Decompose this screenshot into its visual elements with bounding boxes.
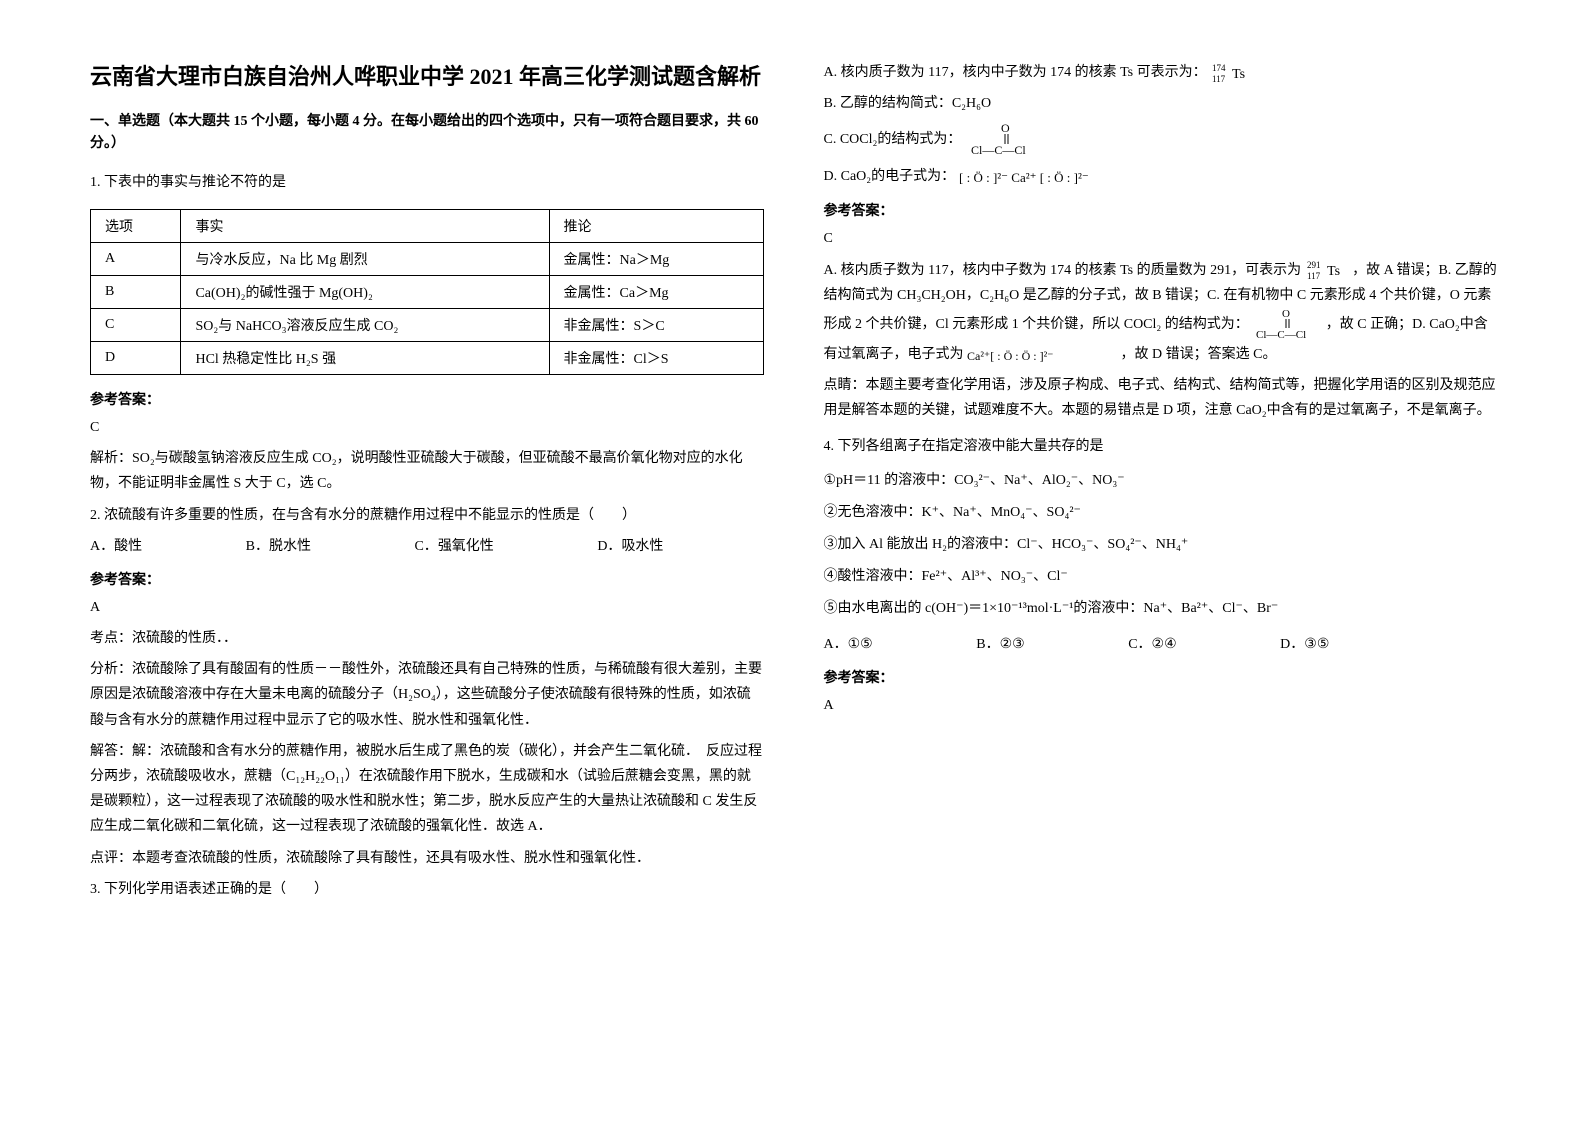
svg-text:Cl—C—Cl: Cl—C—Cl xyxy=(1256,329,1306,341)
q4-item2: ②无色溶液中：K⁺、Na⁺、MnO₄⁻、SO₄²⁻ xyxy=(824,497,1498,529)
q1-r2c2: 非金属性：S＞C xyxy=(549,308,763,341)
q1-stem: 1. 下表中的事实与推论不符的是 xyxy=(90,170,764,195)
nuclide-ts-174-icon: 174 117 Ts xyxy=(1210,62,1254,84)
q3-explanation-block: A. 核内质子数为 117，核内中子数为 174 的核素 Ts 的质量数为 29… xyxy=(824,258,1498,368)
q2-answer-label: 参考答案： xyxy=(90,569,764,589)
q4-items: ①pH＝11 的溶液中：CO₃²⁻、Na⁺、AlO₂⁻、NO₃⁻ ②无色溶液中：… xyxy=(824,465,1498,626)
q2-dianping: 点评：本题考查浓硫酸的性质，浓硫酸除了具有酸性，还具有吸水性、脱水性和强氧化性． xyxy=(90,846,764,871)
q4-item1: ①pH＝11 的溶液中：CO₃²⁻、Na⁺、AlO₂⁻、NO₃⁻ xyxy=(824,465,1498,497)
q3-optD: D. CaO₂的电子式为： [ : Ö : ]²⁻ Ca²⁺ [ : Ö : ]… xyxy=(824,164,1498,190)
q3-optC: C. COCl₂的结构式为： O Cl—C—Cl xyxy=(824,122,1498,158)
q1-r1c2: 金属性：Ca＞Mg xyxy=(549,275,763,308)
svg-text:Ts: Ts xyxy=(1232,67,1245,82)
q2-stem: 2. 浓硫酸有许多重要的性质，在与含有水分的蔗糖作用过程中不能显示的性质是（ ） xyxy=(90,503,764,528)
cocl2-structure-icon: O Cl—C—Cl xyxy=(965,122,1045,158)
q2-options: A．酸性 B．脱水性 C．强氧化性 D．吸水性 xyxy=(90,534,764,559)
svg-text:117: 117 xyxy=(1212,74,1226,84)
q4-optA: A．①⑤ xyxy=(824,632,923,657)
q3-answer-label: 参考答案： xyxy=(824,200,1498,220)
q2-optB: B．脱水性 xyxy=(246,534,361,559)
q4-answer-letter: A xyxy=(824,693,1498,718)
q4-item5: ⑤由水电离出的 c(OH⁻)＝1×10⁻¹³mol·L⁻¹的溶液中：Na⁺、Ba… xyxy=(824,593,1498,625)
svg-text:O: O xyxy=(1282,308,1290,320)
q2-answer-letter: A xyxy=(90,595,764,620)
q4-optC: C．②④ xyxy=(1128,632,1226,657)
q1-table: 选项 事实 推论 A 与冷水反应，Na 比 Mg 剧烈 金属性：Na＞Mg B … xyxy=(90,209,764,375)
q1-r1c0: B xyxy=(91,275,181,308)
q4-answer-label: 参考答案： xyxy=(824,667,1498,687)
q1-r1c1: Ca(OH)₂的碱性强于 Mg(OH)₂ xyxy=(181,275,549,308)
q1-r3c1: HCl 热稳定性比 H₂S 强 xyxy=(181,341,549,374)
document-title: 云南省大理市白族自治州人哗职业中学 2021 年高三化学测试题含解析 xyxy=(90,60,764,93)
q1-th-0: 选项 xyxy=(91,209,181,242)
svg-text:[ : Ö : ]²⁻ Ca²⁺ [ : Ö : ]²⁻: [ : Ö : ]²⁻ Ca²⁺ [ : Ö : ]²⁻ xyxy=(959,170,1089,185)
section-intro: 一、单选题（本大题共 15 个小题，每小题 4 分。在每小题给出的四个选项中，只… xyxy=(90,111,764,156)
q1-answer-letter: C xyxy=(90,415,764,440)
svg-text:117: 117 xyxy=(1307,271,1321,281)
q1-th-1: 事实 xyxy=(181,209,549,242)
q2-optA: A．酸性 xyxy=(90,534,192,559)
q4-stem: 4. 下列各组离子在指定溶液中能大量共存的是 xyxy=(824,434,1498,459)
q1-r2c0: C xyxy=(91,308,181,341)
svg-text:Cl—C—Cl: Cl—C—Cl xyxy=(971,143,1026,157)
q2-jieda: 解答：解：浓硫酸和含有水分的蔗糖作用，被脱水后生成了黑色的炭（碳化），并会产生二… xyxy=(90,739,764,840)
q2-optC: C．强氧化性 xyxy=(414,534,543,559)
q2-kaodian: 考点：浓硫酸的性质．． xyxy=(90,626,764,651)
cao2-peroxide-electron-icon: Ca²⁺[ : Ö : Ö : ]²⁻ xyxy=(967,344,1117,366)
q2-fenxi: 分析：浓硫酸除了具有酸固有的性质－－酸性外，浓硫酸还具有自己特殊的性质，与稀硫酸… xyxy=(90,657,764,733)
cao2-electron-icon: [ : Ö : ]²⁻ Ca²⁺ [ : Ö : ]²⁻ xyxy=(959,164,1129,190)
q3-stem: 3. 下列化学用语表述正确的是（ ） xyxy=(90,877,764,902)
q1-answer-label: 参考答案： xyxy=(90,389,764,409)
q4-optD: D．③⑤ xyxy=(1280,632,1379,657)
q3-optA: A. 核内质子数为 117，核内中子数为 174 的核素 Ts 可表示为： 17… xyxy=(824,60,1498,85)
svg-text:174: 174 xyxy=(1212,63,1226,73)
q1-r0c0: A xyxy=(91,242,181,275)
q4-item4: ④酸性溶液中：Fe²⁺、Al³⁺、NO₃⁻、Cl⁻ xyxy=(824,561,1498,593)
nuclide-ts-291-icon: 291 117 Ts xyxy=(1305,259,1349,281)
svg-text:Ts: Ts xyxy=(1327,264,1340,279)
svg-text:Ca²⁺[ : Ö : Ö : ]²⁻: Ca²⁺[ : Ö : Ö : ]²⁻ xyxy=(967,349,1054,363)
q4-item3: ③加入 Al 能放出 H₂的溶液中：Cl⁻、HCO₃⁻、SO₄²⁻、NH₄⁺ xyxy=(824,529,1498,561)
q1-r2c1: SO₂与 NaHCO₃溶液反应生成 CO₂ xyxy=(181,308,549,341)
q1-explanation: 解析：SO₂与碳酸氢钠溶液反应生成 CO₂，说明酸性亚硫酸大于碳酸，但亚硫酸不最… xyxy=(90,446,764,496)
right-column: A. 核内质子数为 117，核内中子数为 174 的核素 Ts 可表示为： 17… xyxy=(824,60,1498,1062)
q1-r3c2: 非金属性：Cl＞S xyxy=(549,341,763,374)
q4-options: A．①⑤ B．②③ C．②④ D．③⑤ xyxy=(824,632,1498,657)
q2-optD: D．吸水性 xyxy=(597,534,713,559)
q3-dianping: 点睛：本题主要考查化学用语，涉及原子构成、电子式、结构式、结构简式等，把握化学用… xyxy=(824,373,1498,423)
svg-text:291: 291 xyxy=(1307,260,1321,270)
q4-optB: B．②③ xyxy=(976,632,1074,657)
svg-text:O: O xyxy=(1001,122,1010,135)
q1-r3c0: D xyxy=(91,341,181,374)
q1-r0c2: 金属性：Na＞Mg xyxy=(549,242,763,275)
q1-th-2: 推论 xyxy=(549,209,763,242)
q3-answer-letter: C xyxy=(824,226,1498,251)
cocl2-structure-icon-2: O Cl—C—Cl xyxy=(1252,308,1322,342)
q1-r0c1: 与冷水反应，Na 比 Mg 剧烈 xyxy=(181,242,549,275)
q3-optB: B. 乙醇的结构简式：C₂H₆O xyxy=(824,91,1498,116)
left-column: 云南省大理市白族自治州人哗职业中学 2021 年高三化学测试题含解析 一、单选题… xyxy=(90,60,764,1062)
